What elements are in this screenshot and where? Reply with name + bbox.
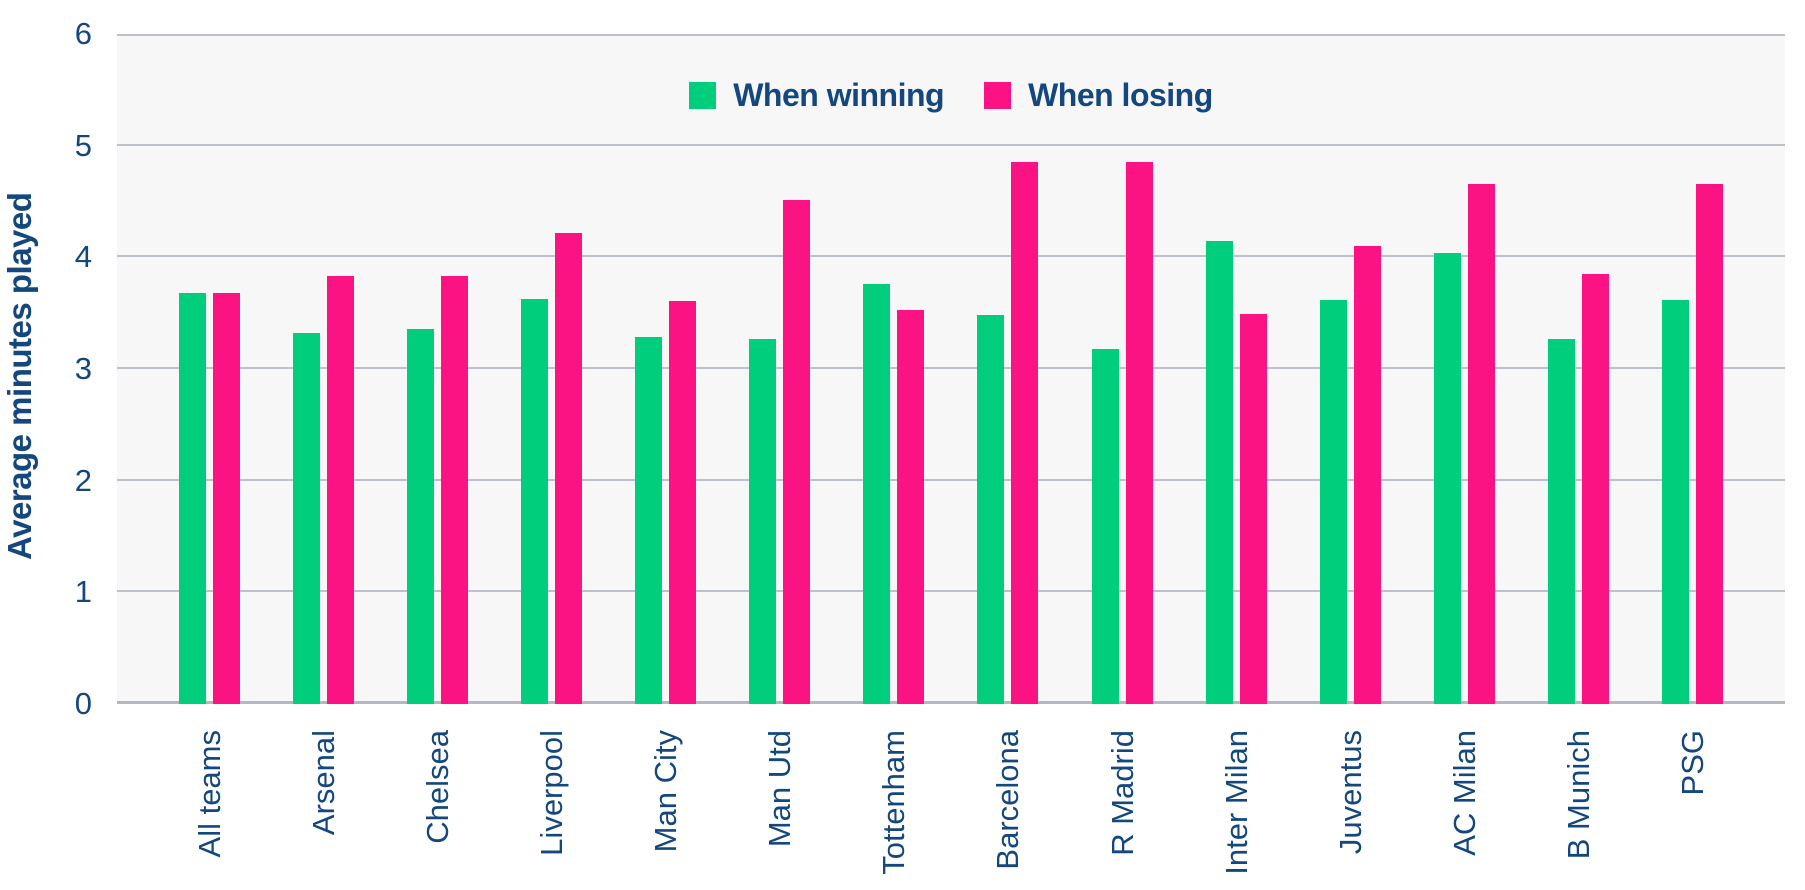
x-axis-label: Arsenal bbox=[306, 730, 342, 836]
bar-when-winning bbox=[1319, 300, 1347, 704]
bar-group bbox=[407, 276, 469, 704]
x-axis-label: Juventus bbox=[1332, 730, 1368, 855]
y-tick-label-4: 4 bbox=[74, 239, 92, 275]
gridline-3 bbox=[117, 367, 1785, 369]
x-label-cell: Barcelona bbox=[977, 730, 1038, 870]
bar-when-losing bbox=[897, 310, 925, 704]
legend-swatch-losing-icon bbox=[984, 82, 1012, 109]
bar-group bbox=[1205, 241, 1267, 704]
gridline-6 bbox=[117, 34, 1785, 36]
bar-group bbox=[1091, 162, 1153, 704]
bar-when-winning bbox=[1547, 339, 1575, 704]
y-tick-label-0: 0 bbox=[74, 686, 92, 721]
x-label-cell: B Munich bbox=[1548, 730, 1609, 859]
x-label-cell: Inter Milan bbox=[1206, 730, 1267, 875]
x-axis-label: Man Utd bbox=[762, 730, 798, 848]
x-label-cell: Liverpool bbox=[521, 730, 582, 856]
bar-when-winning bbox=[863, 284, 891, 704]
bar-when-losing bbox=[1695, 184, 1723, 704]
x-axis-labels: All teams Arsenal Chelsea Liverpool Man City… bbox=[117, 730, 1785, 890]
x-axis-label: Liverpool bbox=[534, 730, 570, 856]
plot-area: When winning When losing bbox=[117, 34, 1785, 704]
x-axis-label: R Madrid bbox=[1104, 730, 1140, 856]
legend-swatch-winning-icon bbox=[689, 82, 717, 109]
bar-when-winning bbox=[1091, 349, 1119, 704]
bar-when-winning bbox=[407, 329, 435, 704]
x-axis-label: Tottenham bbox=[876, 730, 912, 875]
bar-when-losing bbox=[1239, 314, 1267, 704]
bar-group bbox=[1319, 246, 1381, 704]
bar-when-losing bbox=[213, 293, 240, 704]
x-axis-label: AC Milan bbox=[1446, 730, 1482, 856]
bar-group bbox=[1547, 274, 1609, 704]
x-axis-label: B Munich bbox=[1560, 730, 1596, 860]
y-tick-label-5: 5 bbox=[74, 127, 92, 163]
x-label-cell: Tottenham bbox=[863, 730, 924, 875]
x-label-cell: Juventus bbox=[1320, 730, 1381, 854]
legend-item-when-losing: When losing bbox=[984, 77, 1213, 114]
x-axis-label: Chelsea bbox=[420, 730, 456, 844]
bar-when-winning bbox=[293, 333, 321, 704]
y-tick-label-6: 6 bbox=[74, 16, 92, 51]
bar-when-losing bbox=[327, 276, 355, 704]
gridline-4 bbox=[117, 255, 1785, 258]
bar-when-losing bbox=[1011, 162, 1039, 704]
x-label-cell: AC Milan bbox=[1434, 730, 1495, 856]
legend-label-winning: When winning bbox=[733, 77, 945, 113]
bar-group bbox=[293, 276, 355, 704]
bar-when-losing bbox=[1467, 184, 1495, 704]
bar-when-losing bbox=[1581, 274, 1609, 704]
bar-group bbox=[635, 301, 697, 704]
bar-when-winning bbox=[179, 293, 206, 704]
bar-when-winning bbox=[1205, 241, 1233, 704]
x-axis-label: All teams bbox=[192, 730, 227, 858]
x-label-cell: R Madrid bbox=[1092, 730, 1153, 856]
y-tick-label-2: 2 bbox=[74, 462, 92, 498]
legend: When winning When losing bbox=[117, 77, 1785, 114]
x-label-cell: PSG bbox=[1662, 730, 1723, 795]
bar-when-losing bbox=[555, 233, 583, 704]
bar-when-winning bbox=[749, 339, 777, 704]
bar-when-winning bbox=[521, 299, 549, 704]
x-label-cell: Man Utd bbox=[749, 730, 810, 847]
bar-when-losing bbox=[441, 276, 469, 704]
x-axis-label: PSG bbox=[1674, 730, 1710, 796]
y-tick-label-3: 3 bbox=[74, 351, 92, 386]
bar-when-losing bbox=[1125, 162, 1153, 704]
bar-when-losing bbox=[669, 301, 697, 704]
x-label-cell: All teams bbox=[179, 730, 240, 857]
bar-group bbox=[1433, 184, 1495, 704]
bar-when-losing bbox=[783, 200, 811, 704]
y-tick-label-1: 1 bbox=[74, 574, 92, 610]
x-label-cell: Arsenal bbox=[293, 730, 354, 835]
legend-label-losing: When losing bbox=[1028, 77, 1213, 113]
x-axis-label: Man City bbox=[648, 730, 684, 853]
gridline-1 bbox=[117, 590, 1785, 593]
x-label-cell: Chelsea bbox=[407, 730, 468, 844]
x-label-cell: Man City bbox=[635, 730, 696, 852]
bar-group bbox=[179, 293, 240, 704]
bars-layer bbox=[117, 34, 1785, 704]
bar-when-winning bbox=[1433, 253, 1461, 704]
bar-group bbox=[1661, 184, 1723, 704]
bar-group bbox=[863, 284, 925, 704]
bar-group bbox=[977, 162, 1039, 704]
gridline-5 bbox=[117, 143, 1785, 146]
gridline-2 bbox=[117, 478, 1785, 481]
legend-item-when-winning: When winning bbox=[689, 77, 945, 114]
bar-when-losing bbox=[1353, 246, 1381, 704]
bar-group bbox=[521, 233, 583, 704]
x-axis-label: Inter Milan bbox=[1218, 730, 1254, 875]
x-axis-label: Barcelona bbox=[990, 730, 1026, 870]
bar-when-winning bbox=[1661, 300, 1689, 704]
bar-group bbox=[749, 200, 811, 704]
gridline-0 bbox=[117, 701, 1785, 704]
bar-when-winning bbox=[977, 315, 1005, 704]
bar-when-winning bbox=[635, 337, 663, 704]
